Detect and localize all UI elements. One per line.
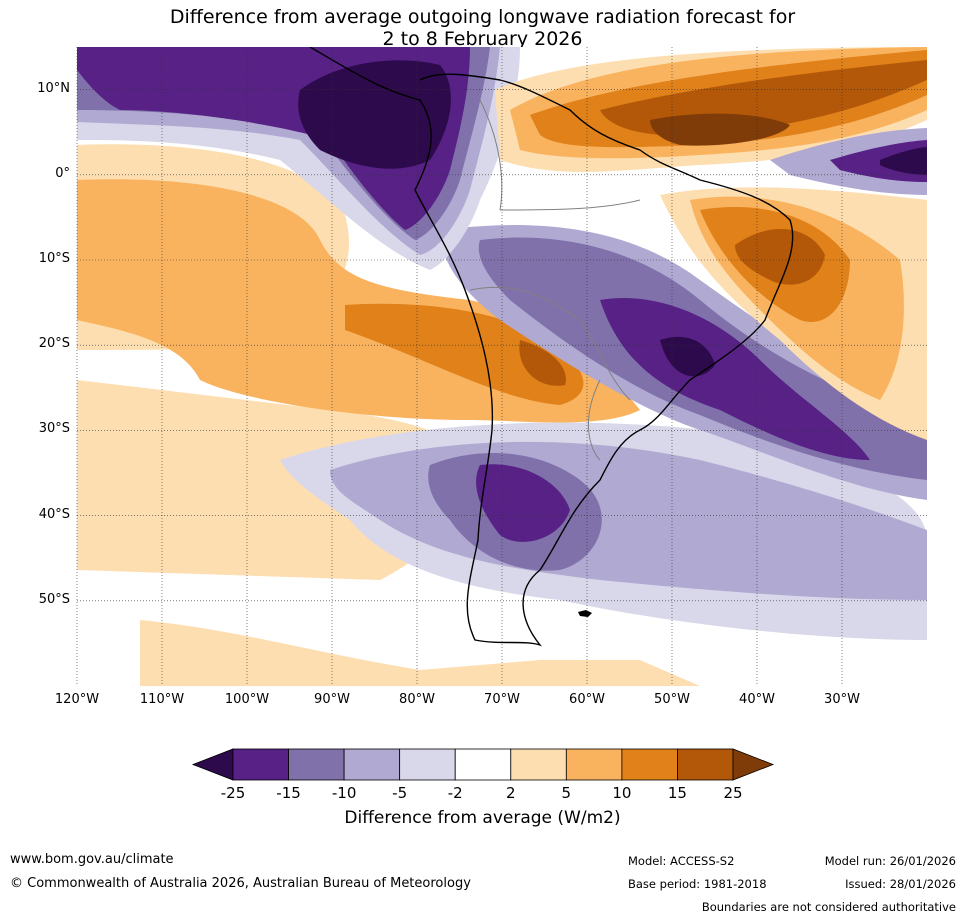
colorbar-segment (288, 748, 345, 781)
x-tick-label: 80°W (399, 692, 435, 707)
colorbar-tick-label: -15 (276, 784, 301, 802)
contour-neg25-atlantic (880, 147, 927, 175)
y-tick-label: 30°S (38, 421, 70, 437)
colorbar-title: Difference from average (W/m2) (344, 808, 621, 828)
base-period-text: Base period: 1981-2018 (628, 877, 767, 891)
y-tick-label: 40°S (38, 506, 70, 522)
colorbar-extend-low (191, 748, 234, 781)
colorbar-segment (399, 748, 456, 781)
y-tick-label: 0° (55, 165, 70, 181)
model-run-text: Model run: 26/01/2026 (824, 854, 956, 868)
colorbar-tick-label: 10 (612, 784, 632, 802)
y-tick-label: 10°N (37, 80, 70, 96)
contour-pos15-bolivia (519, 340, 566, 386)
colorbar-segment (621, 748, 678, 781)
y-tick-label: 50°S (38, 591, 70, 607)
colorbar-tick-label: -25 (220, 784, 246, 802)
colorbar-tick-label: -2 (447, 784, 463, 802)
colorbar-tick-label: 5 (561, 784, 572, 802)
model-text: Model: ACCESS-S2 (628, 854, 735, 868)
colorbar-segment (232, 748, 289, 781)
south-america-coastline (309, 47, 794, 647)
colorbar-segment (454, 748, 512, 781)
x-tick-label: 40°W (739, 692, 775, 707)
copyright-text: © Commonwealth of Australia 2026, Austra… (10, 876, 471, 891)
y-tick-label: 20°S (38, 336, 70, 352)
x-tick-label: 60°W (569, 692, 605, 707)
x-tick-label: 100°W (224, 692, 270, 707)
contour-neg25-sacz (660, 336, 715, 377)
contour-pos2-south-strip (140, 620, 700, 686)
colorbar-segment (565, 748, 623, 781)
colorbar-tick-label: -10 (331, 784, 357, 802)
colorbar-tick-label: 2 (505, 784, 516, 802)
issued-text: Issued: 28/01/2026 (845, 877, 956, 891)
colorbar (191, 748, 775, 781)
x-tick-label: 110°W (139, 692, 185, 707)
colorbar-segment (677, 748, 734, 781)
x-tick-label: 120°W (54, 692, 100, 707)
website-link[interactable]: www.bom.gov.au/climate (10, 852, 174, 867)
x-tick-label: 30°W (824, 692, 860, 707)
colorbar-segment (343, 748, 401, 781)
contour-neg25-north (298, 60, 451, 169)
anomaly-field (77, 47, 927, 686)
falklands (578, 610, 592, 617)
colorbar-segment (510, 748, 567, 781)
colorbar-tick-label: 15 (667, 784, 687, 802)
chart-title-line2: 2 to 8 February 2026 (382, 28, 583, 50)
colorbar-tick-label: -5 (392, 784, 408, 802)
x-tick-label: 90°W (314, 692, 350, 707)
x-tick-label: 50°W (654, 692, 690, 707)
x-tick-label: 70°W (484, 692, 520, 707)
contour-pos15-brazil (735, 228, 825, 285)
disclaimer-text: Boundaries are not considered authoritat… (701, 900, 956, 914)
chart-title-line1: Difference from average outgoing longwav… (169, 6, 796, 28)
country-borders (469, 99, 641, 461)
graticule (76, 47, 927, 686)
contour-neg15-patagonia (476, 464, 570, 542)
colorbar-extend-high (732, 748, 775, 781)
y-tick-label: 10°S (38, 251, 70, 266)
colorbar-tick-label: 25 (723, 784, 743, 802)
contour-pos25-northeast (650, 113, 790, 146)
